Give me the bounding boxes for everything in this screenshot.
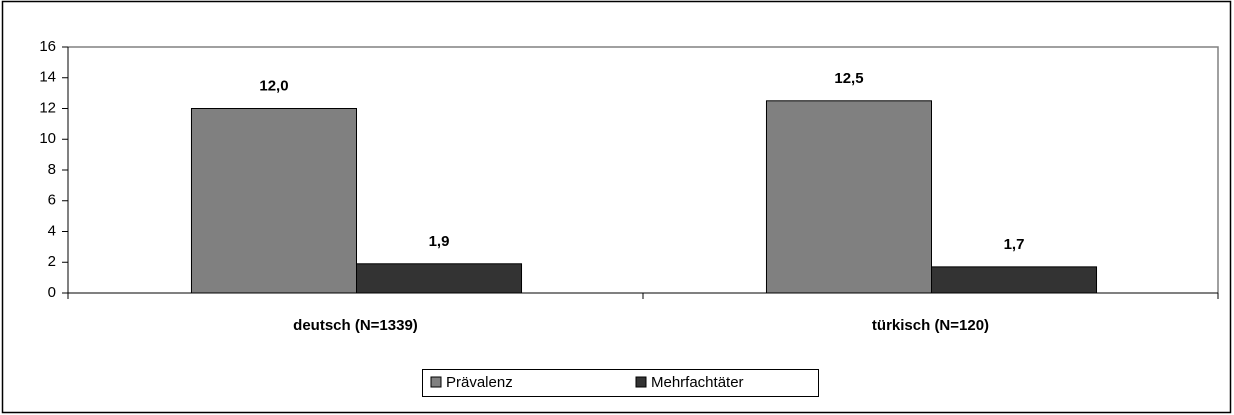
y-tick-label: 6 (48, 192, 56, 209)
legend-swatch (635, 376, 647, 388)
y-tick-label: 8 (48, 161, 56, 178)
x-tick-label: türkisch (N=120) (872, 317, 989, 334)
value-label: 12,5 (834, 70, 863, 87)
legend-box (422, 369, 819, 397)
y-tick-label: 4 (48, 222, 56, 239)
bar (765, 100, 932, 294)
y-tick-label: 12 (39, 99, 56, 116)
plot-border (68, 46, 1219, 293)
y-tick-label: 14 (39, 69, 56, 86)
x-tick-label: deutsch (N=1339) (293, 317, 418, 334)
y-tick-label: 2 (48, 253, 56, 270)
bar (356, 263, 523, 294)
y-tick-label: 16 (39, 38, 56, 55)
legend-label: Prävalenz (446, 374, 513, 391)
value-label: 1,9 (429, 233, 450, 250)
bar (931, 266, 1098, 294)
value-label: 12,0 (259, 77, 288, 94)
y-tick-label: 10 (39, 130, 56, 147)
bar (190, 108, 357, 294)
legend-swatch (430, 376, 442, 388)
y-tick-label: 0 (48, 284, 56, 301)
legend-label: Mehrfachtäter (651, 374, 744, 391)
value-label: 1,7 (1004, 236, 1025, 253)
